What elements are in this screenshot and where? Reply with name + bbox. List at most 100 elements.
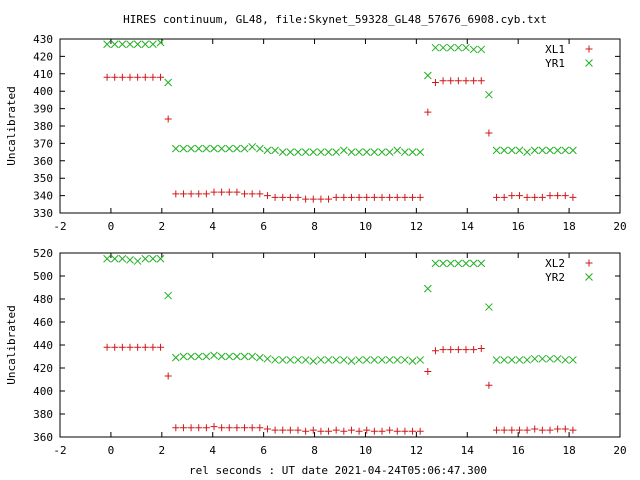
legend-entry: XL2 bbox=[545, 257, 593, 270]
data-point bbox=[256, 424, 264, 432]
data-point bbox=[401, 427, 409, 435]
data-point bbox=[355, 356, 363, 364]
data-point bbox=[424, 108, 432, 116]
data-point bbox=[133, 40, 142, 49]
data-point bbox=[469, 259, 478, 268]
data-point bbox=[378, 356, 386, 364]
data-point bbox=[126, 256, 134, 264]
data-point bbox=[523, 426, 531, 434]
data-point bbox=[187, 424, 195, 432]
data-point bbox=[531, 425, 539, 433]
data-point bbox=[523, 148, 531, 156]
data-point bbox=[187, 190, 195, 198]
data-point bbox=[500, 193, 508, 201]
legend-label: YR1 bbox=[545, 57, 565, 70]
data-point bbox=[347, 193, 355, 201]
data-point bbox=[210, 423, 218, 431]
data-point bbox=[523, 193, 531, 201]
data-point bbox=[332, 426, 340, 434]
data-point bbox=[500, 146, 509, 155]
data-point bbox=[546, 426, 554, 434]
y-tick-label: 380 bbox=[33, 120, 53, 133]
data-point bbox=[332, 148, 341, 156]
x-tick-label: 10 bbox=[359, 220, 372, 233]
data-point bbox=[110, 254, 119, 263]
data-point bbox=[393, 193, 401, 201]
data-point bbox=[103, 73, 111, 81]
legend-label: XL2 bbox=[545, 257, 565, 270]
data-point bbox=[447, 77, 455, 85]
data-point bbox=[134, 73, 142, 81]
data-point bbox=[263, 192, 271, 200]
data-point bbox=[118, 40, 127, 49]
data-point bbox=[553, 354, 562, 363]
data-point bbox=[317, 427, 325, 435]
data-point bbox=[141, 254, 150, 263]
legend-marker bbox=[585, 45, 593, 53]
data-point bbox=[210, 351, 218, 360]
data-point bbox=[538, 193, 546, 201]
data-point bbox=[309, 357, 318, 365]
data-point bbox=[248, 424, 256, 432]
data-point bbox=[408, 148, 417, 156]
data-point bbox=[431, 79, 439, 86]
y-axis-label: Uncalibrated bbox=[5, 86, 18, 165]
data-point bbox=[324, 356, 333, 364]
x-tick-label: -2 bbox=[53, 444, 66, 457]
data-point bbox=[347, 148, 356, 156]
data-point bbox=[309, 426, 317, 434]
data-point bbox=[355, 148, 363, 156]
data-point bbox=[546, 192, 554, 200]
data-point bbox=[233, 188, 241, 196]
data-point bbox=[110, 40, 119, 49]
data-point bbox=[378, 148, 386, 156]
data-point bbox=[454, 77, 462, 85]
data-point bbox=[492, 356, 501, 364]
data-point bbox=[126, 40, 134, 49]
data-point bbox=[118, 343, 126, 351]
data-point bbox=[554, 192, 562, 200]
data-point bbox=[423, 71, 432, 80]
data-point bbox=[202, 190, 210, 198]
data-point bbox=[553, 146, 562, 155]
data-point bbox=[225, 144, 234, 153]
data-point bbox=[240, 144, 249, 153]
data-point bbox=[409, 193, 417, 201]
data-point bbox=[454, 43, 463, 52]
data-point bbox=[271, 193, 279, 201]
data-point bbox=[470, 346, 478, 354]
data-point bbox=[447, 346, 455, 354]
data-point bbox=[225, 188, 233, 196]
data-point bbox=[210, 188, 218, 196]
series-YR1 bbox=[103, 38, 577, 156]
legend-entry: YR1 bbox=[545, 57, 593, 70]
x-tick-label: 16 bbox=[512, 220, 525, 233]
data-point bbox=[507, 356, 516, 364]
data-point bbox=[301, 356, 310, 364]
data-point bbox=[469, 45, 478, 54]
data-point bbox=[462, 259, 470, 268]
data-point bbox=[202, 144, 211, 153]
data-point bbox=[217, 144, 226, 153]
data-point bbox=[355, 427, 363, 435]
data-point bbox=[324, 148, 333, 156]
data-point bbox=[218, 424, 226, 432]
data-point bbox=[485, 129, 493, 137]
data-point bbox=[439, 43, 447, 52]
data-point bbox=[477, 45, 486, 54]
data-point bbox=[431, 259, 440, 268]
data-point bbox=[118, 254, 127, 263]
legend-label: YR2 bbox=[545, 271, 565, 284]
data-point bbox=[271, 146, 279, 155]
data-point bbox=[477, 77, 485, 85]
y-tick-label: 520 bbox=[33, 247, 53, 260]
data-point bbox=[347, 426, 355, 434]
data-point bbox=[416, 427, 424, 435]
data-point bbox=[172, 424, 180, 432]
legend-label: XL1 bbox=[545, 43, 565, 56]
data-point bbox=[386, 426, 394, 434]
data-point bbox=[156, 38, 165, 47]
data-point bbox=[187, 144, 195, 153]
data-point bbox=[241, 190, 249, 198]
x-tick-label: 8 bbox=[311, 444, 318, 457]
